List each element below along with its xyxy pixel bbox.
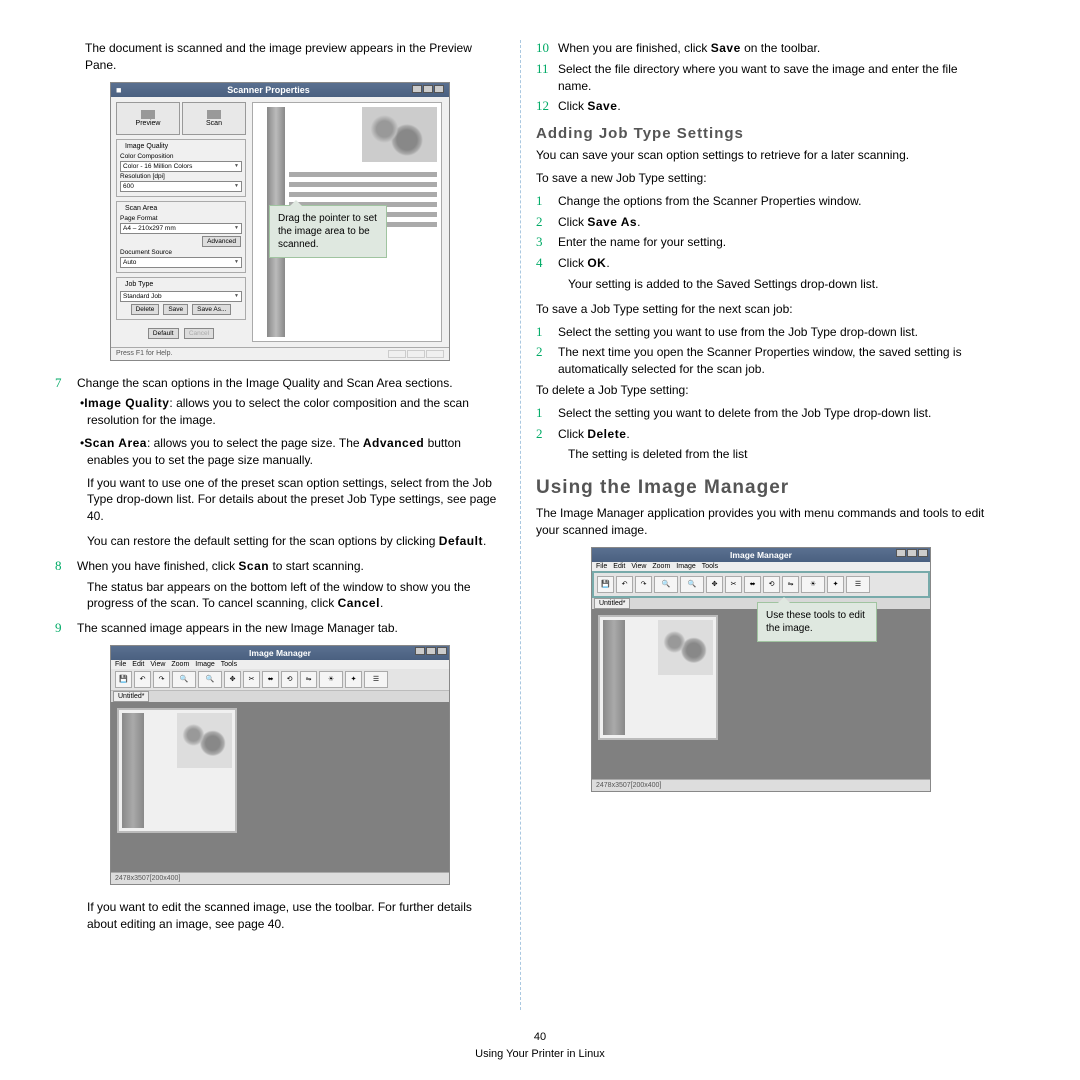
- brightness-icon[interactable]: ☀: [319, 671, 343, 688]
- scan-area-group: Scan Area Page Format A4 – 210x297 mm Ad…: [116, 201, 246, 273]
- imgmgr2-status: 2478x3507[200x400]: [592, 779, 930, 791]
- adding-intro: You can save your scan option settings t…: [536, 147, 986, 164]
- advanced-button[interactable]: Advanced: [202, 236, 241, 247]
- zoom-out-icon[interactable]: 🔍: [654, 576, 678, 593]
- bullet-scan-area: •Scan Area: allows you to select the pag…: [55, 435, 505, 469]
- right-column: 10 When you are finished, click Save on …: [521, 40, 1001, 1010]
- scanner-status-bar: Press F1 for Help.: [111, 347, 449, 360]
- job-type-group: Job Type Standard Job Delete Save Save A…: [116, 277, 246, 320]
- image-manager-window-2: Image Manager FileEditViewZoomImageTools…: [591, 547, 931, 792]
- scan-tab[interactable]: Scan: [182, 102, 246, 135]
- delete-step-1: 1Select the setting you want to delete f…: [536, 405, 986, 422]
- page-layout: The document is scanned and the image pr…: [0, 0, 1080, 1030]
- imgmgr1-workspace: [111, 702, 449, 872]
- step-11: 11 Select the file directory where you w…: [536, 61, 986, 95]
- cancel-button[interactable]: Cancel: [184, 328, 214, 339]
- status-paragraph: The status bar appears on the bottom lef…: [55, 579, 505, 613]
- save-next-head: To save a Job Type setting for the next …: [536, 301, 986, 318]
- zoom-out-icon[interactable]: 🔍: [172, 671, 196, 688]
- imgmgr1-thumbnail[interactable]: [117, 708, 237, 833]
- page-number: 40: [0, 1029, 1080, 1046]
- imgmgr1-tabs[interactable]: Untitled*: [111, 691, 449, 702]
- imgmgr1-title: Image Manager: [249, 648, 311, 658]
- drag-tooltip: Drag the pointer to set the image area t…: [269, 205, 387, 258]
- heading-adding: Adding Job Type Settings: [536, 125, 986, 142]
- imgmgr1-menubar[interactable]: FileEditViewZoomImageTools: [111, 660, 449, 669]
- page-format-select[interactable]: A4 – 210x297 mm: [120, 223, 242, 234]
- image-quality-group: Image Quality Color Composition Color - …: [116, 139, 246, 197]
- edit-paragraph: If you want to edit the scanned image, u…: [55, 899, 505, 933]
- doc-source-select[interactable]: Auto: [120, 257, 242, 268]
- using-intro: The Image Manager application provides y…: [536, 505, 986, 539]
- scanner-titlebar: ■ Scanner Properties: [111, 83, 449, 97]
- save-step-1: 1Change the options from the Scanner Pro…: [536, 193, 986, 210]
- window-controls: [411, 85, 444, 95]
- delete-head: To delete a Job Type setting:: [536, 382, 986, 399]
- save-button[interactable]: Save: [163, 304, 188, 315]
- save-step-4-tail: Your setting is added to the Saved Setti…: [536, 276, 986, 293]
- bullet-image-quality: •Image Quality: allows you to select the…: [55, 395, 505, 429]
- imgmgr1-toolbar[interactable]: 💾 ↶ ↷ 🔍 🔍 ✥ ✂ ⬌ ⟲ ⇋ ☀ ✦ ☰: [111, 669, 449, 691]
- window-controls: [414, 647, 447, 657]
- preset-paragraph: If you want to use one of the preset sca…: [55, 475, 505, 525]
- save-step-4: 4Click OK.: [536, 255, 986, 272]
- next-step-1: 1Select the setting you want to use from…: [536, 324, 986, 341]
- crop-icon[interactable]: ✂: [725, 576, 742, 593]
- delete-step-2-tail: The setting is deleted from the list: [536, 446, 986, 463]
- imgmgr2-toolbar[interactable]: 💾 ↶ ↷ 🔍 🔍 ✥ ✂ ⬌ ⟲ ⇋ ☀ ✦ ☰: [592, 571, 930, 598]
- heading-using: Using the Image Manager: [536, 477, 986, 499]
- undo-icon[interactable]: ↶: [616, 576, 633, 593]
- properties-icon[interactable]: ☰: [846, 576, 870, 593]
- properties-icon[interactable]: ☰: [364, 671, 388, 688]
- step-12: 12 Click Save.: [536, 98, 986, 115]
- default-button[interactable]: Default: [148, 328, 179, 339]
- window-controls: [895, 549, 928, 559]
- step-7: 7 Change the scan options in the Image Q…: [55, 375, 505, 392]
- resolution-select[interactable]: 600: [120, 181, 242, 192]
- step-9: 9 The scanned image appears in the new I…: [55, 620, 505, 637]
- save-as-button[interactable]: Save As...: [192, 304, 231, 315]
- effect-icon[interactable]: ✦: [827, 576, 844, 593]
- job-type-select[interactable]: Standard Job: [120, 291, 242, 302]
- undo-icon[interactable]: ↶: [134, 671, 151, 688]
- delete-button[interactable]: Delete: [131, 304, 160, 315]
- crop-icon[interactable]: ✂: [243, 671, 260, 688]
- color-composition-select[interactable]: Color - 16 Million Colors: [120, 161, 242, 172]
- save-step-3: 3Enter the name for your setting.: [536, 234, 986, 251]
- scroll-icon[interactable]: ✥: [706, 576, 723, 593]
- delete-step-2: 2Click Delete.: [536, 426, 986, 443]
- step-8: 8 When you have finished, click Scan to …: [55, 558, 505, 575]
- rotate-icon[interactable]: ⟲: [281, 671, 298, 688]
- next-step-2: 2The next time you open the Scanner Prop…: [536, 344, 986, 378]
- imgmgr2-thumbnail[interactable]: [598, 615, 718, 740]
- footer-caption: Using Your Printer in Linux: [0, 1046, 1080, 1063]
- toolbar-tooltip: Use these tools to edit the image.: [757, 602, 877, 642]
- intro-text: The document is scanned and the image pr…: [55, 40, 505, 74]
- scale-icon[interactable]: ⬌: [262, 671, 279, 688]
- scanner-title-text: Scanner Properties: [227, 85, 310, 95]
- imgmgr1-status: 2478x3507[200x400]: [111, 872, 449, 884]
- save-step-2: 2Click Save As.: [536, 214, 986, 231]
- page-footer: 40 Using Your Printer in Linux: [0, 1029, 1080, 1062]
- imgmgr2-menubar[interactable]: FileEditViewZoomImageTools: [592, 562, 930, 571]
- effect-icon[interactable]: ✦: [345, 671, 362, 688]
- image-manager-window-1: Image Manager FileEditViewZoomImageTools…: [110, 645, 450, 885]
- scanner-properties-window: ■ Scanner Properties Preview Scan Image …: [110, 82, 450, 361]
- left-column: The document is scanned and the image pr…: [40, 40, 520, 1010]
- scale-icon[interactable]: ⬌: [744, 576, 761, 593]
- flip-icon[interactable]: ⇋: [300, 671, 317, 688]
- preview-tab[interactable]: Preview: [116, 102, 180, 135]
- save-icon[interactable]: 💾: [597, 576, 614, 593]
- save-new-head: To save a new Job Type setting:: [536, 170, 986, 187]
- redo-icon[interactable]: ↷: [635, 576, 652, 593]
- zoom-in-icon[interactable]: 🔍: [680, 576, 704, 593]
- step-10: 10 When you are finished, click Save on …: [536, 40, 986, 57]
- save-icon[interactable]: 💾: [115, 671, 132, 688]
- zoom-in-icon[interactable]: 🔍: [198, 671, 222, 688]
- default-paragraph: You can restore the default setting for …: [55, 533, 505, 550]
- redo-icon[interactable]: ↷: [153, 671, 170, 688]
- imgmgr2-title: Image Manager: [730, 550, 792, 560]
- brightness-icon[interactable]: ☀: [801, 576, 825, 593]
- scroll-icon[interactable]: ✥: [224, 671, 241, 688]
